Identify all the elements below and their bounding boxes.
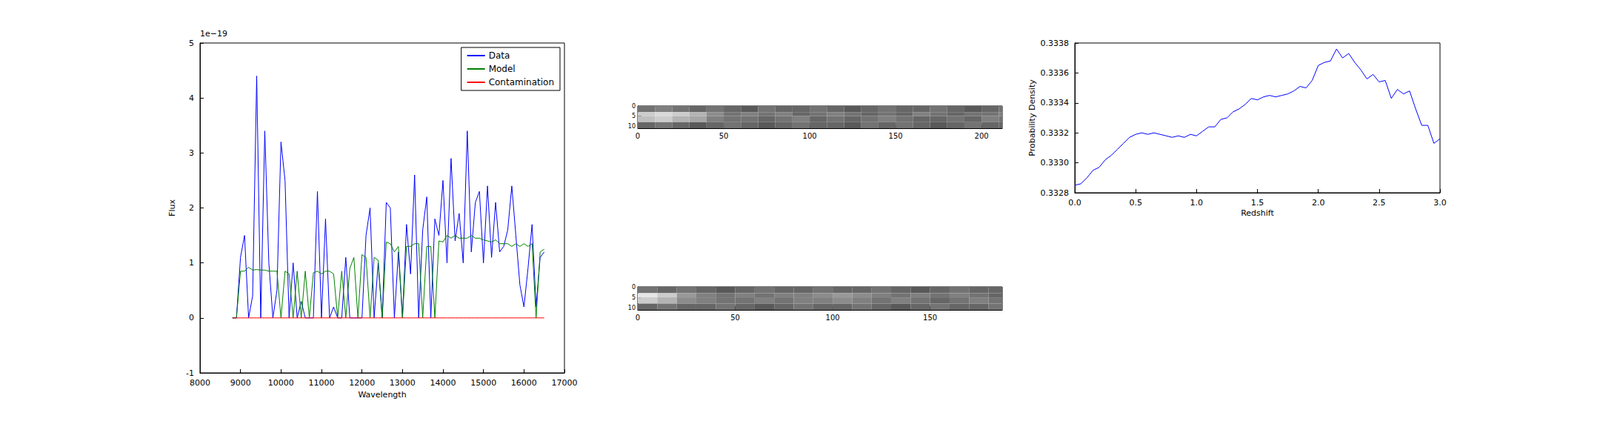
svg-text:14000: 14000 [430, 377, 457, 388]
svg-text:0: 0 [631, 102, 636, 110]
svg-text:Model: Model [488, 63, 516, 75]
svg-text:8000: 8000 [189, 377, 211, 388]
svg-text:1.5: 1.5 [1251, 197, 1265, 208]
svg-text:Flux: Flux [167, 199, 178, 217]
svg-text:17000: 17000 [551, 377, 578, 388]
svg-text:0.3330: 0.3330 [1040, 157, 1070, 168]
svg-text:5: 5 [631, 112, 636, 120]
svg-text:0.5: 0.5 [1128, 197, 1143, 208]
svg-text:0: 0 [188, 312, 195, 323]
svg-text:0: 0 [635, 313, 640, 322]
svg-text:150: 150 [888, 131, 903, 140]
svg-text:0.3328: 0.3328 [1040, 188, 1070, 198]
svg-text:0.3332: 0.3332 [1040, 128, 1070, 138]
svg-text:50: 50 [719, 131, 729, 140]
svg-text:100: 100 [802, 131, 818, 140]
svg-text:-1: -1 [185, 368, 195, 378]
svg-text:Wavelength: Wavelength [357, 389, 406, 400]
svg-text:10: 10 [628, 122, 636, 130]
svg-text:1e−19: 1e−19 [200, 28, 228, 39]
svg-text:150: 150 [922, 313, 938, 322]
svg-text:1: 1 [188, 257, 195, 268]
svg-text:Probability Density: Probability Density [1027, 79, 1038, 157]
svg-text:0.3334: 0.3334 [1040, 97, 1070, 108]
svg-text:100: 100 [825, 313, 840, 322]
svg-text:15000: 15000 [470, 377, 497, 388]
svg-text:10: 10 [628, 304, 636, 312]
svg-text:50: 50 [730, 313, 740, 322]
svg-text:12000: 12000 [348, 377, 375, 388]
svg-text:5: 5 [631, 294, 636, 301]
svg-text:9000: 9000 [230, 377, 252, 388]
svg-text:Contamination: Contamination [488, 77, 555, 88]
svg-text:0: 0 [635, 131, 640, 140]
svg-text:200: 200 [974, 131, 989, 140]
svg-text:16000: 16000 [511, 377, 538, 388]
svg-text:11000: 11000 [308, 377, 335, 388]
svg-text:3: 3 [188, 148, 195, 158]
svg-text:2.5: 2.5 [1372, 197, 1386, 208]
svg-text:2: 2 [188, 202, 195, 213]
svg-text:0: 0 [631, 283, 636, 291]
svg-text:13000: 13000 [389, 377, 416, 388]
svg-text:4: 4 [188, 93, 195, 103]
svg-text:10000: 10000 [268, 377, 295, 388]
svg-text:0.0: 0.0 [1068, 197, 1082, 208]
svg-text:1.0: 1.0 [1190, 197, 1204, 208]
svg-text:Data: Data [488, 50, 511, 61]
svg-text:Redshift: Redshift [1240, 208, 1275, 218]
svg-text:0.3336: 0.3336 [1040, 68, 1070, 78]
svg-text:5: 5 [188, 38, 195, 49]
svg-text:3.0: 3.0 [1433, 197, 1447, 208]
svg-text:2.0: 2.0 [1311, 197, 1326, 208]
svg-text:0.3338: 0.3338 [1040, 38, 1070, 49]
